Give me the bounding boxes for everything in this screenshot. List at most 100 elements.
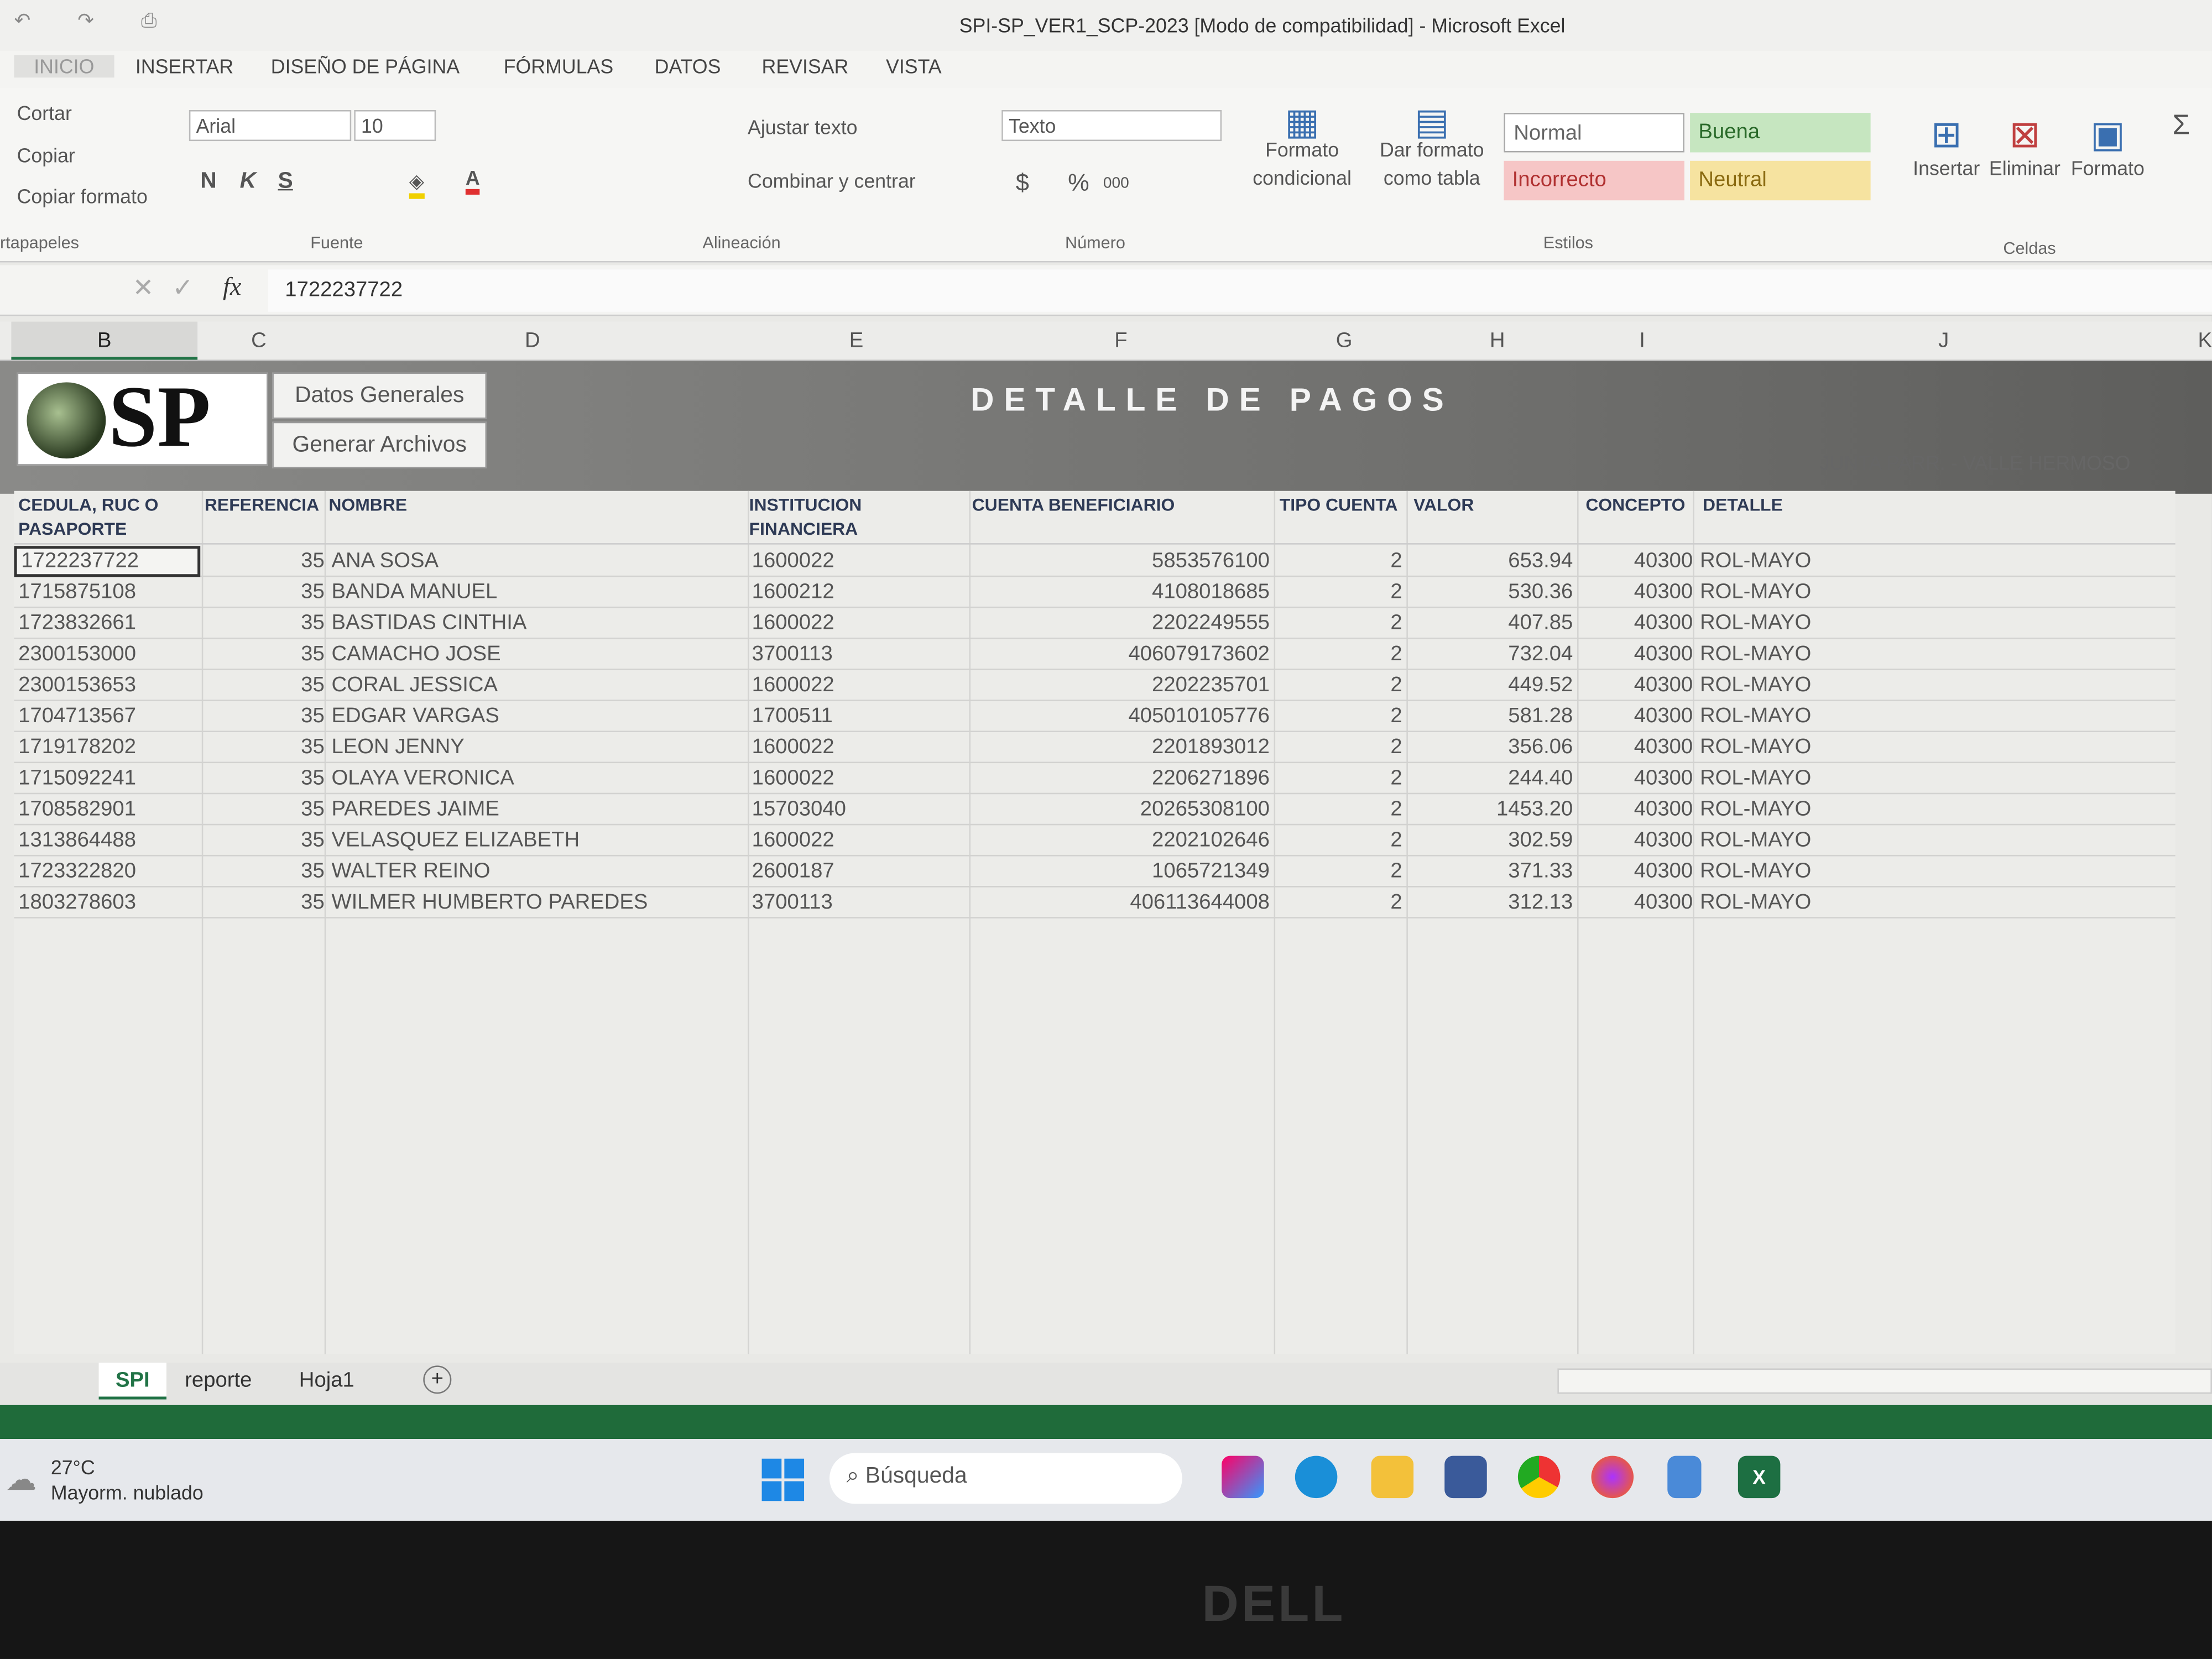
merge-center-button[interactable]: Combinar y centrar — [748, 169, 916, 192]
redo-icon[interactable]: ↷ — [77, 8, 95, 32]
cell-institucion[interactable]: 15703040 — [752, 797, 846, 821]
font-color-icon[interactable]: A — [465, 166, 480, 195]
cell-nombre[interactable]: EDGAR VARGAS — [331, 703, 499, 728]
cell-nombre[interactable]: WALTER REINO — [331, 859, 491, 883]
cell-detalle[interactable]: ROL-MAYO — [1699, 672, 1812, 697]
percent-button[interactable]: % — [1068, 169, 1089, 196]
formula-input[interactable]: 1722237722 — [268, 269, 2212, 312]
cell-cuenta[interactable]: 1065721349 — [1152, 859, 1270, 883]
cell-concepto[interactable]: 40300 — [1634, 641, 1693, 666]
copy-button[interactable]: Copiar — [17, 144, 75, 167]
cell-institucion[interactable]: 2600187 — [752, 859, 834, 883]
cell-institucion[interactable]: 3700113 — [752, 890, 833, 915]
cell-institucion[interactable]: 3700113 — [752, 641, 833, 666]
cell-concepto[interactable]: 40300 — [1634, 890, 1693, 915]
fill-color-icon[interactable]: ◈ — [409, 169, 425, 199]
cell-tipo[interactable]: 2 — [1390, 797, 1402, 821]
cell-tipo[interactable]: 2 — [1390, 580, 1402, 604]
copilot-icon[interactable] — [1222, 1455, 1264, 1499]
cell-detalle[interactable]: ROL-MAYO — [1699, 735, 1812, 759]
cell-cedula[interactable]: 1723832661 — [18, 611, 137, 635]
cell-valor[interactable]: 356.06 — [1508, 735, 1573, 759]
datos-generales-button[interactable]: Datos Generales — [272, 372, 487, 419]
cell-cedula[interactable]: 2300153653 — [18, 672, 137, 697]
file-explorer-icon[interactable] — [1371, 1455, 1414, 1499]
format-painter-button[interactable]: Copiar formato — [17, 185, 148, 207]
cell-detalle[interactable]: ROL-MAYO — [1699, 611, 1812, 635]
undo-icon[interactable]: ↶ — [14, 8, 31, 32]
chrome-icon[interactable] — [1517, 1455, 1561, 1499]
cell-institucion[interactable]: 1700511 — [752, 703, 833, 728]
cell-referencia[interactable]: 35 — [301, 828, 325, 852]
cell-tipo[interactable]: 2 — [1390, 549, 1402, 573]
cell-concepto[interactable]: 40300 — [1634, 703, 1693, 728]
enter-icon[interactable]: ✓ — [172, 273, 194, 302]
cell-cedula[interactable]: 1708582901 — [18, 797, 137, 821]
cell-cedula[interactable]: 1704713567 — [18, 703, 137, 728]
cell-valor[interactable]: 732.04 — [1508, 641, 1573, 666]
cell-concepto[interactable]: 40300 — [1634, 549, 1693, 573]
cell-detalle[interactable]: ROL-MAYO — [1699, 549, 1812, 573]
cell-cedula[interactable]: 1722237722 — [14, 546, 201, 577]
cell-referencia[interactable]: 35 — [301, 797, 325, 821]
cell-nombre[interactable]: WILMER HUMBERTO PAREDES — [331, 890, 648, 915]
cell-referencia[interactable]: 35 — [301, 641, 325, 666]
column-header-b[interactable]: B — [11, 321, 198, 360]
cell-referencia[interactable]: 35 — [301, 890, 325, 915]
column-header-g[interactable]: G — [1335, 328, 1353, 353]
cell-institucion[interactable]: 1600022 — [752, 672, 834, 697]
cell-detalle[interactable]: ROL-MAYO — [1699, 828, 1812, 852]
cell-concepto[interactable]: 40300 — [1634, 766, 1693, 790]
cell-tipo[interactable]: 2 — [1390, 703, 1402, 728]
start-icon[interactable] — [761, 1458, 805, 1501]
cell-institucion[interactable]: 1600212 — [752, 580, 834, 604]
cell-valor[interactable]: 312.13 — [1508, 890, 1573, 915]
cell-referencia[interactable]: 35 — [301, 703, 325, 728]
cell-cedula[interactable]: 1719178202 — [18, 735, 137, 759]
cell-valor[interactable]: 371.33 — [1508, 859, 1573, 883]
style-incorrecto[interactable]: Incorrecto — [1504, 160, 1684, 201]
cell-concepto[interactable]: 40300 — [1634, 828, 1693, 852]
column-header-f[interactable]: F — [1114, 328, 1128, 353]
cell-detalle[interactable]: ROL-MAYO — [1699, 859, 1812, 883]
cell-detalle[interactable]: ROL-MAYO — [1699, 641, 1812, 666]
underline-button[interactable]: S — [278, 169, 293, 194]
number-format-select[interactable]: Texto — [1001, 109, 1222, 142]
search-box[interactable]: ⌕ Búsqueda — [829, 1453, 1182, 1504]
sheet-tab-reporte[interactable]: reporte — [185, 1368, 252, 1392]
cell-concepto[interactable]: 40300 — [1634, 611, 1693, 635]
font-size-select[interactable]: 10 — [354, 109, 436, 142]
edge-icon[interactable] — [1295, 1455, 1338, 1499]
cell-institucion[interactable]: 1600022 — [752, 611, 834, 635]
cell-cuenta[interactable]: 2202235701 — [1152, 672, 1270, 697]
cell-valor[interactable]: 1453.20 — [1496, 797, 1573, 821]
tab-formulas[interactable]: FÓRMULAS — [503, 55, 614, 78]
cell-cuenta[interactable]: 5853576100 — [1152, 549, 1270, 573]
column-header-h[interactable]: H — [1489, 328, 1505, 353]
cell-concepto[interactable]: 40300 — [1634, 580, 1693, 604]
generar-archivos-button[interactable]: Generar Archivos — [272, 421, 487, 468]
weather-text[interactable]: Mayorm. nublado — [50, 1481, 204, 1504]
style-normal[interactable]: Normal — [1504, 113, 1684, 153]
cell-valor[interactable]: 407.85 — [1508, 611, 1573, 635]
cell-tipo[interactable]: 2 — [1390, 890, 1402, 915]
cell-tipo[interactable]: 2 — [1390, 828, 1402, 852]
cell-tipo[interactable]: 2 — [1390, 766, 1402, 790]
cell-valor[interactable]: 530.36 — [1508, 580, 1573, 604]
cell-cedula[interactable]: 1313864488 — [18, 828, 137, 852]
format-as-table-button[interactable]: ▤ Dar formato como tabla — [1368, 103, 1495, 192]
tab-diseno[interactable]: DISEÑO DE PÁGINA — [270, 55, 460, 78]
cell-cuenta[interactable]: 2206271896 — [1152, 766, 1270, 790]
cell-cuenta[interactable]: 405010105776 — [1128, 703, 1270, 728]
sheet-tab-spi[interactable]: SPI — [98, 1363, 167, 1400]
cell-referencia[interactable]: 35 — [301, 549, 325, 573]
cell-tipo[interactable]: 2 — [1390, 735, 1402, 759]
tab-datos[interactable]: DATOS — [654, 55, 721, 78]
sheet-tab-hoja1[interactable]: Hoja1 — [299, 1368, 354, 1392]
cell-institucion[interactable]: 1600022 — [752, 549, 834, 573]
column-header-j[interactable]: J — [1938, 328, 1949, 353]
tab-revisar[interactable]: REVISAR — [761, 55, 849, 78]
bold-button[interactable]: N — [200, 169, 217, 194]
cell-referencia[interactable]: 35 — [301, 580, 325, 604]
cell-referencia[interactable]: 35 — [301, 611, 325, 635]
